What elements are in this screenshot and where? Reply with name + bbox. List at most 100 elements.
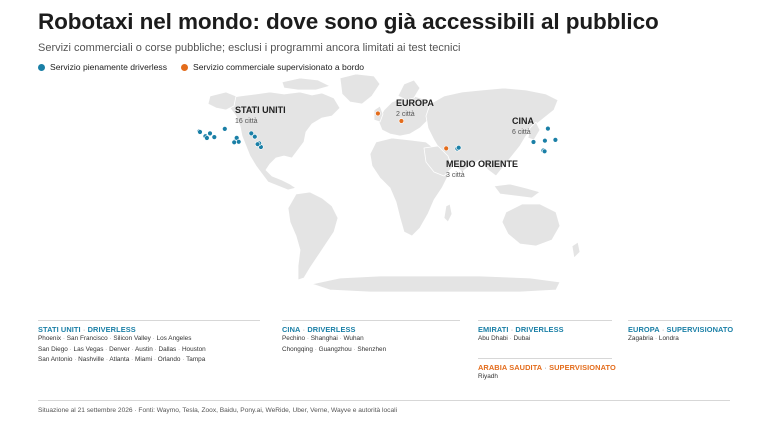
city-line: ChongqingGuangzhouShenzhen	[282, 345, 460, 356]
city-name: Tampa	[186, 356, 206, 364]
legend-item-supervised: Servizio commerciale supervisionato a bo…	[181, 62, 364, 72]
city-dot-silicon-valley	[197, 129, 203, 135]
region-label-middle-east: MEDIO ORIENTE	[446, 159, 518, 169]
city-name: Pechino	[282, 335, 311, 342]
city-line: Riyadh	[478, 372, 612, 383]
region-label-china: CINA	[512, 116, 534, 126]
panel-usa-cities: PhoenixSan FranciscoSilicon ValleyLos An…	[38, 334, 260, 366]
city-dot-nashville	[248, 130, 255, 137]
scandinavia-shape	[397, 79, 421, 101]
city-dot-londra	[375, 110, 381, 117]
madagascar-shape	[443, 203, 453, 223]
city-name: Phoenix	[38, 335, 67, 342]
legend-label-driverless: Servizio pienamente driverless	[50, 62, 168, 72]
city-name: San Antonio	[38, 356, 78, 363]
city-dot-zagabria	[398, 118, 405, 124]
city-dot-pechino	[545, 125, 551, 132]
legend: Servizio pienamente driverless Servizio …	[38, 62, 378, 72]
panel-emirates-cities: Abu DhabiDubai	[478, 334, 612, 345]
city-name: Riyadh	[478, 373, 498, 380]
city-name: Miami	[135, 356, 158, 363]
city-name: Dallas	[158, 346, 181, 353]
region-label-usa: STATI UNITI	[235, 105, 286, 115]
city-points	[196, 110, 559, 155]
new-zealand-shape	[571, 241, 581, 259]
alaska-shape	[207, 91, 237, 111]
city-name: Orlando	[158, 356, 186, 363]
japan-shape	[527, 121, 541, 141]
southeast-asia-islands-shape	[493, 183, 541, 199]
city-name: San Francisco	[67, 335, 114, 342]
city-name: Denver	[109, 346, 135, 353]
city-name: Houston	[181, 345, 206, 353]
panel-emirates-header: EMIRATI · DRIVERLESS	[478, 325, 564, 334]
panel-europe-header: EUROPA · SUPERVISIONATO	[628, 325, 734, 334]
panel-europe: EUROPA · SUPERVISIONATO ZagabriaLondra	[628, 320, 734, 345]
legend-item-driverless: Servizio pienamente driverless	[38, 62, 167, 72]
panel-china: CINA · DRIVERLESS PechinoShanghaiWuhanCh…	[282, 320, 460, 355]
footer-sources: Situazione al 21 settembre 2026 · Fonti:…	[38, 400, 730, 414]
australia-shape	[501, 203, 561, 247]
page-title: Robotaxi nel mondo: dove sono già access…	[38, 9, 659, 34]
panel-china-cities: PechinoShanghaiWuhanChongqingGuangzhouSh…	[282, 334, 460, 355]
region-count-middle-east: 3 città	[446, 172, 465, 179]
region-count-usa: 16 città	[235, 118, 258, 125]
panel-europe-cities: ZagabriaLondra	[628, 334, 732, 345]
city-dot-wuhan	[542, 138, 548, 144]
city-name: Zagabria	[628, 335, 659, 342]
city-name: San Diego	[38, 346, 74, 353]
city-dot-atlanta	[252, 134, 258, 140]
city-line: PechinoShanghaiWuhan	[282, 334, 460, 345]
city-name: Nashville	[78, 356, 109, 363]
panel-saudi-cities: Riyadh	[478, 372, 612, 383]
city-name: Shanghai	[311, 335, 344, 342]
legend-label-supervised: Servizio commerciale supervisionato a bo…	[193, 62, 365, 72]
panel-emirates: EMIRATI · DRIVERLESS Abu DhabiDubai	[478, 320, 612, 345]
city-line: San AntonioNashvilleAtlantaMiamiOrlandoT…	[38, 355, 260, 366]
city-line: Abu DhabiDubai	[478, 334, 612, 345]
page-subtitle: Servizi commerciali o corse pubbliche; e…	[38, 42, 461, 54]
city-dot-shenzhen	[541, 148, 548, 155]
city-name: Wuhan	[343, 335, 364, 342]
city-line: San DiegoLas VegasDenverAustinDallasHous…	[38, 345, 260, 356]
city-line: PhoenixSan FranciscoSilicon ValleyLos An…	[38, 334, 260, 345]
south-america-shape	[287, 191, 339, 281]
city-name: Abu Dhabi	[478, 335, 514, 342]
city-name: Austin	[135, 346, 158, 353]
panel-usa-header: STATI UNITI · DRIVERLESS	[38, 325, 136, 334]
land-masses	[207, 73, 581, 293]
region-labels: STATI UNITI 16 città EUROPA 2 città CINA…	[235, 98, 534, 179]
city-name: Shenzhen	[357, 345, 387, 353]
arctic-islands-shape	[281, 77, 331, 91]
city-dot-san-diego	[204, 135, 210, 141]
antarctica-shape	[311, 275, 561, 293]
legend-dot-driverless	[38, 63, 45, 71]
north-america-shape	[227, 91, 341, 191]
city-dot-shanghai	[552, 137, 559, 143]
city-name: Los Angeles	[156, 335, 192, 342]
city-dot-tampa	[254, 141, 261, 147]
city-dot-houston	[236, 139, 242, 145]
city-dot-chongqing	[530, 139, 537, 145]
city-line: ZagabriaLondra	[628, 334, 732, 345]
panel-saudi: ARABIA SAUDITA · SUPERVISIONATO Riyadh	[478, 358, 616, 383]
legend-dot-supervised	[181, 63, 189, 71]
city-dot-san-antonio	[231, 139, 237, 146]
region-count-europe: 2 città	[396, 111, 415, 118]
city-dot-phoenix	[211, 134, 218, 140]
city-dot-denver	[222, 126, 228, 132]
panel-saudi-header: ARABIA SAUDITA · SUPERVISIONATO	[478, 363, 616, 372]
arabia-shape	[423, 145, 453, 177]
panel-usa: STATI UNITI · DRIVERLESS PhoenixSan Fran…	[38, 320, 260, 366]
city-name: Chongqing	[282, 346, 319, 353]
city-dot-las-vegas	[207, 130, 213, 137]
city-name: Guangzhou	[319, 346, 358, 353]
region-label-europe: EUROPA	[396, 98, 434, 108]
city-name: Las Vegas	[74, 346, 110, 353]
region-count-china: 6 città	[512, 129, 531, 136]
city-name: Londra	[658, 335, 679, 342]
city-dot-dubai	[456, 145, 462, 151]
city-name: Silicon Valley	[113, 335, 156, 342]
greenland-shape	[339, 73, 381, 105]
